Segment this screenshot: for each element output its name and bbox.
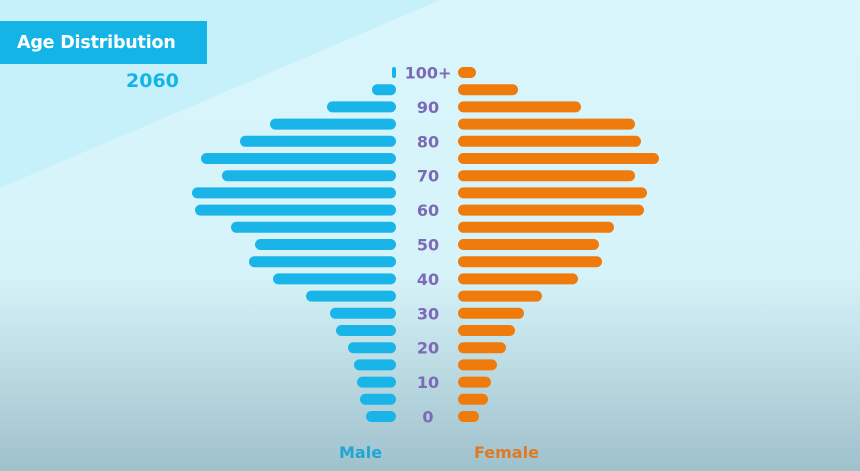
- tick-label-60: 60: [417, 201, 439, 220]
- tick-label-10: 10: [417, 373, 439, 392]
- female-bar-85: [458, 118, 635, 130]
- tick-label-70: 70: [417, 167, 439, 186]
- female-bar-75: [458, 153, 659, 164]
- female-bar-10: [458, 376, 491, 388]
- male-bar-85: [270, 118, 396, 130]
- female-bar-5: [458, 393, 488, 405]
- female-bar-15: [458, 359, 497, 371]
- female-bar-50: [458, 239, 599, 250]
- male-bar-65: [192, 187, 396, 199]
- female-bar-55: [458, 221, 614, 233]
- tick-label-30: 30: [417, 304, 439, 323]
- female-bar-40: [458, 273, 578, 285]
- male-bar-75: [201, 153, 396, 164]
- male-bar-35: [306, 290, 396, 302]
- female-bar-35: [458, 290, 542, 302]
- female-bar-90: [458, 101, 581, 113]
- chart-title: Age Distribution: [0, 21, 207, 64]
- female-bar-0: [458, 411, 479, 422]
- tick-label-50: 50: [417, 236, 439, 255]
- female-bar-45: [458, 256, 602, 268]
- female-bar-80: [458, 135, 641, 147]
- male-bar-40: [273, 273, 396, 285]
- tick-label-40: 40: [417, 270, 439, 289]
- legend-female-label: Female: [474, 443, 539, 462]
- female-bar-100+: [458, 67, 476, 78]
- male-bar-95: [372, 84, 396, 96]
- female-bar-30: [458, 307, 524, 319]
- female-bar-25: [458, 325, 515, 336]
- female-bar-65: [458, 187, 647, 199]
- male-bar-5: [360, 393, 396, 405]
- male-bar-60: [195, 204, 396, 216]
- tick-label-90: 90: [417, 98, 439, 117]
- male-bar-50: [255, 239, 396, 250]
- female-bar-20: [458, 342, 506, 354]
- male-bar-55: [231, 221, 396, 233]
- tick-label-100+: 100+: [405, 64, 452, 83]
- tick-label-0: 0: [422, 408, 433, 427]
- chart-year: 2060: [126, 70, 179, 92]
- male-bar-20: [348, 342, 396, 354]
- male-bar-15: [354, 359, 396, 371]
- male-bar-0: [366, 411, 396, 422]
- male-bar-70: [222, 170, 396, 182]
- male-bar-80: [240, 135, 396, 147]
- male-bar-10: [357, 376, 396, 388]
- female-bar-60: [458, 204, 644, 216]
- male-bar-100+: [392, 67, 396, 78]
- legend-male-label: Male: [339, 443, 383, 462]
- male-bar-25: [336, 325, 396, 336]
- male-bar-45: [249, 256, 396, 268]
- tick-label-80: 80: [417, 132, 439, 151]
- female-bar-70: [458, 170, 635, 182]
- female-bar-95: [458, 84, 518, 96]
- male-bar-30: [330, 307, 396, 319]
- male-bar-90: [327, 101, 396, 113]
- tick-label-20: 20: [417, 339, 439, 358]
